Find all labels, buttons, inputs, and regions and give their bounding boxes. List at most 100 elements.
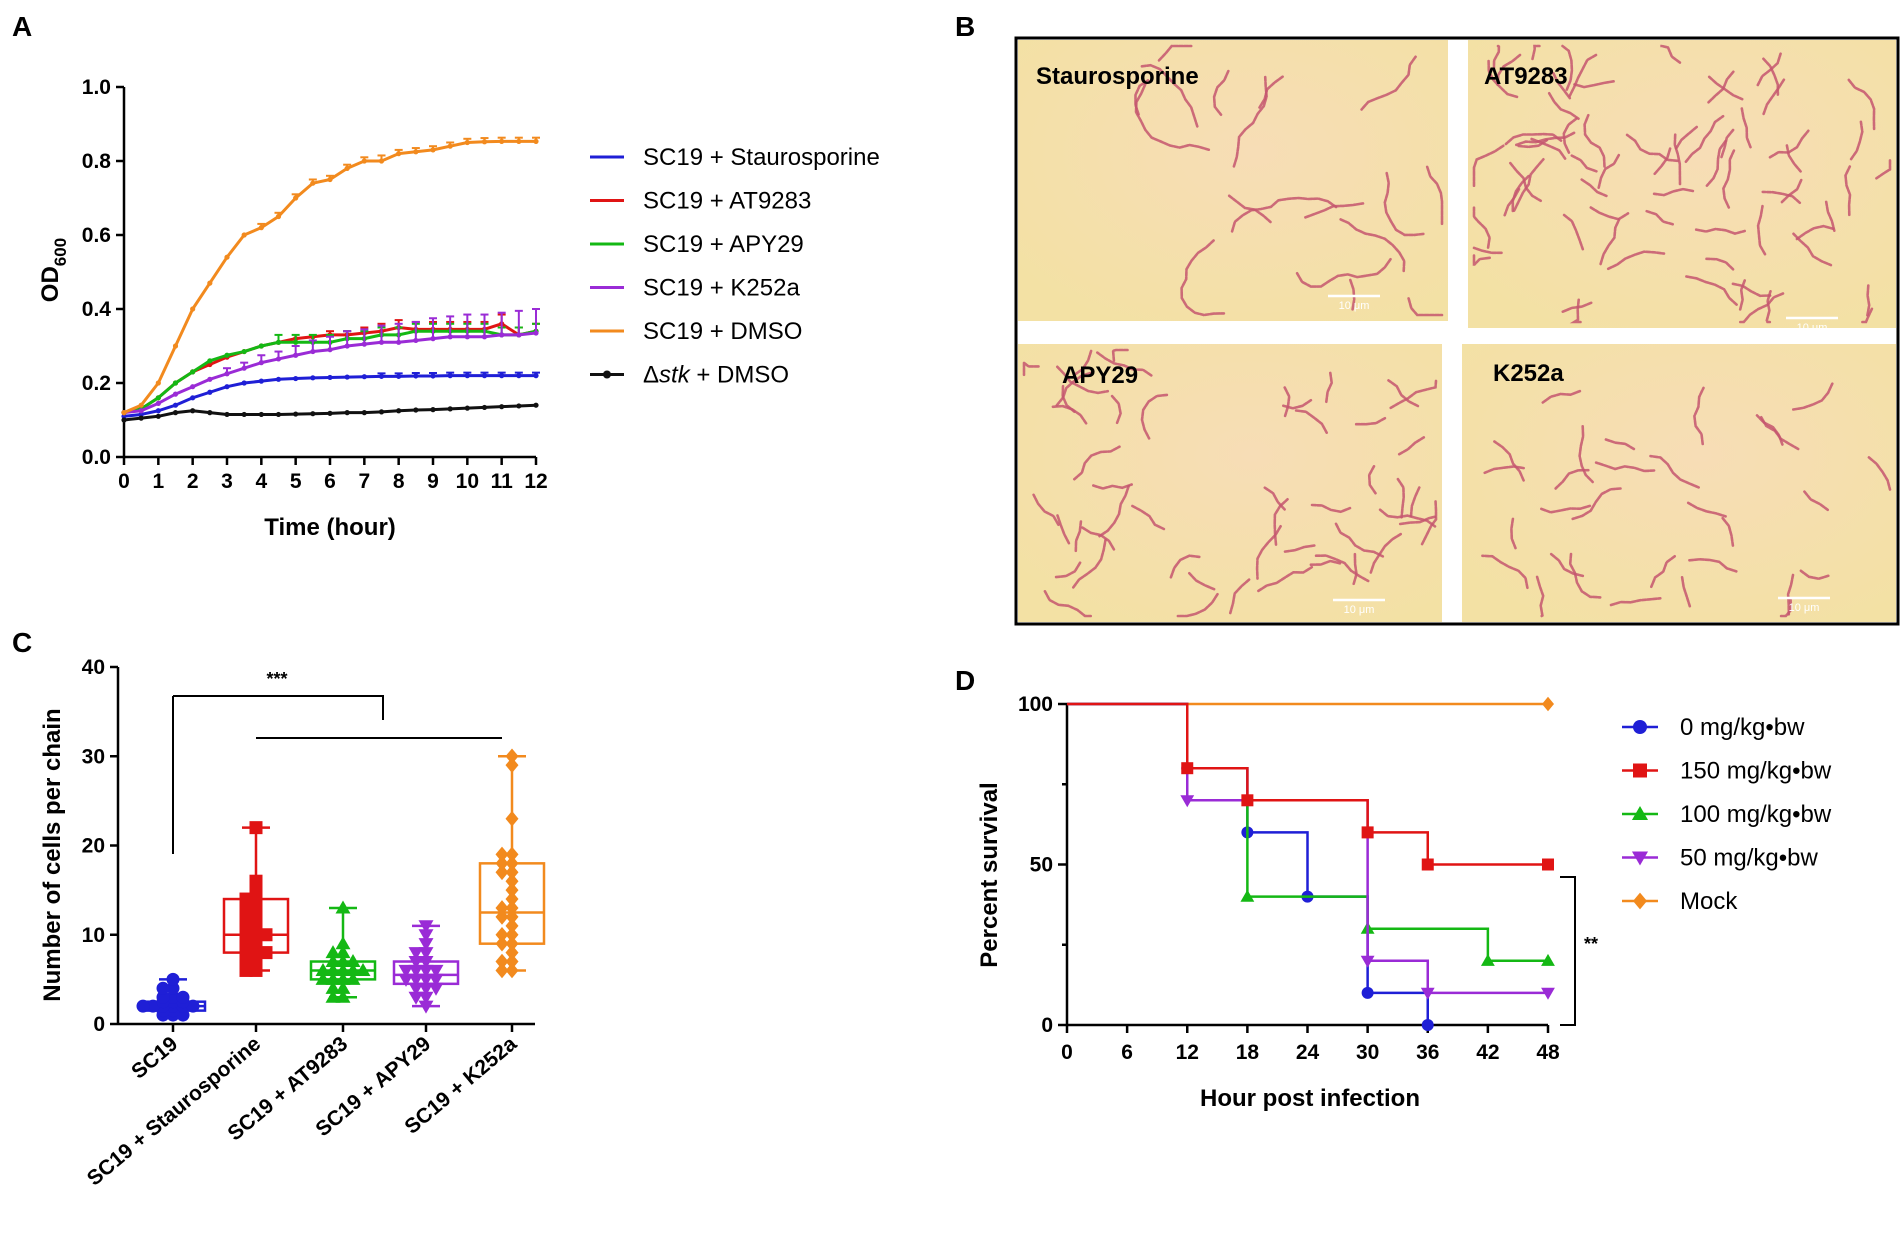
chain-point (505, 918, 519, 934)
growth-point (172, 391, 179, 397)
survival-marker (1240, 889, 1255, 902)
bacterial-chain (1779, 598, 1793, 618)
growth-point (344, 410, 350, 416)
survival-marker (1542, 696, 1554, 712)
bacterial-chain (1765, 290, 1772, 324)
growth-point (138, 415, 144, 421)
growth-y-tick-label: 1.0 (82, 76, 111, 99)
chain-point (495, 926, 509, 943)
growth-point (190, 408, 196, 414)
chain-point (495, 962, 509, 979)
bacterial-chain (1338, 217, 1406, 273)
chain-point (505, 962, 519, 979)
chain-point (505, 909, 519, 925)
chain-point (495, 953, 509, 970)
micrograph-background (1462, 344, 1896, 622)
growth-point (344, 165, 350, 171)
bacterial-chain (1056, 365, 1110, 395)
bacterial-chain (1295, 257, 1392, 288)
bacterial-chain (1554, 468, 1590, 490)
bacterial-chain (1472, 206, 1491, 249)
survival-series-3 (1067, 702, 1555, 1000)
growth-point (481, 373, 488, 379)
chain-point (408, 982, 424, 996)
survival-marker (1480, 953, 1495, 966)
bacterial-chain (1378, 508, 1437, 528)
bacterial-chain (1693, 386, 1705, 446)
bacterial-chain (1824, 200, 1836, 232)
scale-bar-label: 10 μm (1344, 604, 1375, 616)
scale-bar-label: 10 μm (1789, 602, 1820, 614)
bacterial-chain (1561, 301, 1593, 313)
bacterial-chain (1867, 456, 1892, 491)
bacterial-chain (1496, 53, 1522, 87)
bacterial-chain (1694, 227, 1746, 235)
chain-point (495, 846, 509, 863)
survival-axes: 0 50 100 0 6 12 18 24 30 36 42 48 (1018, 693, 1560, 1064)
chain-point (495, 864, 509, 881)
survival-significance: ** (1560, 876, 1598, 1026)
chain-point (136, 999, 150, 1013)
bacterial-chain (1659, 44, 1682, 64)
chain-point (166, 981, 180, 995)
survival-marker (1541, 987, 1555, 1000)
bacterial-chain (1604, 438, 1636, 451)
growth-point (293, 352, 299, 358)
chain-boxes (136, 748, 546, 1022)
chain-point (505, 926, 519, 943)
chain-point (505, 757, 519, 773)
bacterial-chain (1541, 389, 1582, 404)
survival-legend-label: Mock (1680, 888, 1738, 915)
survival-marker (1541, 953, 1555, 966)
chain-point (505, 864, 519, 881)
growth-x-tick-label: 9 (427, 470, 439, 493)
bacterial-chain (1861, 307, 1874, 324)
growth-point (447, 373, 453, 379)
chain-point (259, 928, 273, 942)
growth-point (207, 280, 213, 286)
bacterial-chain (1792, 232, 1833, 267)
chain-point (505, 873, 519, 889)
survival-x-tick-label: 0 (1061, 1041, 1073, 1064)
growth-legend-label: Δstk + DMSO (643, 362, 789, 389)
growth-curve-chart: 0.00.20.40.60.81.00 1 2 3 4 5 6 7 8 9 10 11 12 Time … (37, 76, 880, 541)
bacterial-chain (1705, 139, 1727, 187)
bacterial-chain (1512, 158, 1545, 212)
growth-point (190, 384, 196, 390)
growth-point (464, 405, 470, 411)
growth-point (275, 411, 282, 418)
micrograph-background (1468, 40, 1896, 328)
bacterial-chain (1389, 379, 1438, 410)
chain-point (418, 964, 434, 978)
bacterial-chain (1493, 440, 1525, 482)
growth-point (258, 225, 264, 231)
bacterial-chain (1110, 394, 1122, 425)
survival-legend-marker (1631, 851, 1649, 866)
bacterial-chain (1098, 484, 1130, 538)
chain-point (398, 964, 414, 978)
growth-point (499, 138, 505, 144)
chain-point (428, 964, 444, 978)
growth-point (275, 376, 282, 382)
growth-point (344, 374, 350, 380)
growth-point (258, 378, 264, 384)
growth-point (138, 411, 144, 418)
bacterial-chain (1176, 592, 1219, 618)
chain-point (315, 971, 331, 985)
growth-point (241, 365, 247, 371)
chain-point (355, 962, 371, 976)
growth-point (258, 360, 264, 366)
chain-point (186, 999, 200, 1013)
bacterial-chain (1844, 165, 1852, 217)
survival-marker (1361, 986, 1374, 999)
growth-point (293, 411, 299, 417)
bacterial-chain (1397, 436, 1426, 456)
bacterial-chain (1705, 257, 1735, 271)
survival-marker (1542, 858, 1554, 871)
bacterial-chain (1731, 282, 1772, 298)
chain-point (325, 945, 341, 959)
chain-point (335, 962, 351, 976)
chain-point (335, 900, 351, 914)
survival-x-tick-label: 24 (1296, 1041, 1320, 1064)
bacterial-chain (1407, 297, 1444, 317)
